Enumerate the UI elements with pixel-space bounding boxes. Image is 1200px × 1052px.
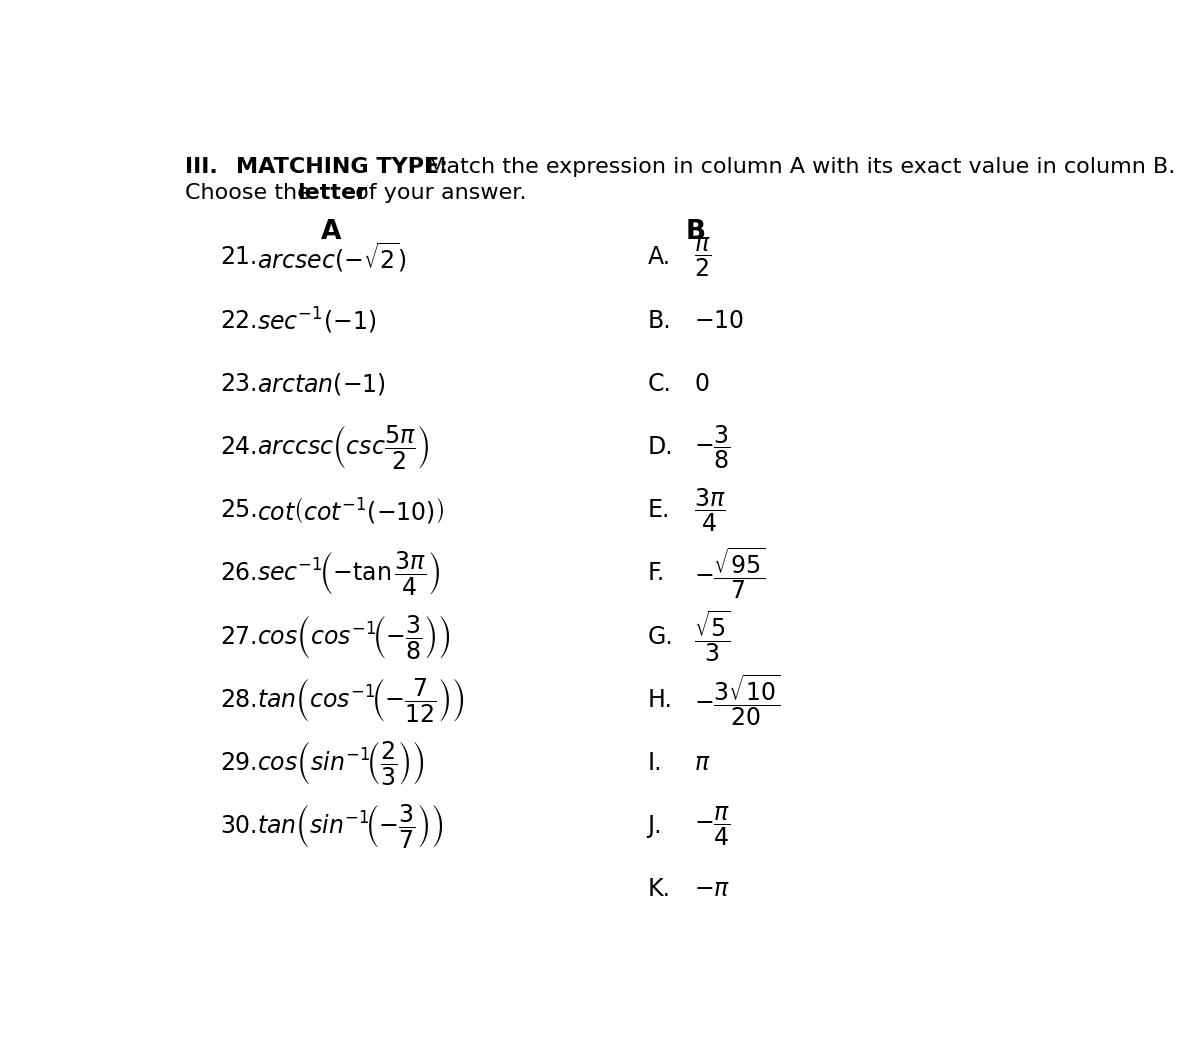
Text: $arctan(-1)$: $arctan(-1)$ <box>257 371 386 397</box>
Text: C.: C. <box>648 371 672 396</box>
Text: $cot\left(cot^{-1}(-10)\right)$: $cot\left(cot^{-1}(-10)\right)$ <box>257 495 444 525</box>
Text: 30.: 30. <box>220 814 257 838</box>
Text: Choose the: Choose the <box>185 183 318 203</box>
Text: F.: F. <box>648 562 665 585</box>
Text: E.: E. <box>648 499 670 522</box>
Text: A: A <box>322 220 342 245</box>
Text: B: B <box>686 220 706 245</box>
Text: $-\dfrac{\sqrt{95}}{7}$: $-\dfrac{\sqrt{95}}{7}$ <box>694 546 766 602</box>
Text: $-\pi$: $-\pi$ <box>694 877 731 902</box>
Text: Match the expression in column A with its exact value in column B.: Match the expression in column A with it… <box>413 157 1176 177</box>
Text: 26.: 26. <box>220 562 257 585</box>
Text: 21.: 21. <box>220 245 257 269</box>
Text: $cos\left(sin^{-1}\!\left(\dfrac{2}{3}\right)\right)$: $cos\left(sin^{-1}\!\left(\dfrac{2}{3}\r… <box>257 739 425 787</box>
Text: $arccsc\left(csc\dfrac{5\pi}{2}\right)$: $arccsc\left(csc\dfrac{5\pi}{2}\right)$ <box>257 423 430 471</box>
Text: $\dfrac{\pi}{2}$: $\dfrac{\pi}{2}$ <box>694 236 712 279</box>
Text: 23.: 23. <box>220 371 257 396</box>
Text: 24.: 24. <box>220 436 257 459</box>
Text: 29.: 29. <box>220 751 257 775</box>
Text: $-\dfrac{3}{8}$: $-\dfrac{3}{8}$ <box>694 423 731 470</box>
Text: D.: D. <box>648 436 673 459</box>
Text: $-\dfrac{3\sqrt{10}}{20}$: $-\dfrac{3\sqrt{10}}{20}$ <box>694 672 780 728</box>
Text: I.: I. <box>648 751 662 775</box>
Text: J.: J. <box>648 814 662 838</box>
Text: III.: III. <box>185 157 234 177</box>
Text: $-10$: $-10$ <box>694 308 744 332</box>
Text: $tan\left(sin^{-1}\!\left(-\dfrac{3}{7}\right)\right)$: $tan\left(sin^{-1}\!\left(-\dfrac{3}{7}\… <box>257 802 444 850</box>
Text: 22.: 22. <box>220 308 257 332</box>
Text: 28.: 28. <box>220 688 257 712</box>
Text: $-\dfrac{\pi}{4}$: $-\dfrac{\pi}{4}$ <box>694 805 731 848</box>
Text: $\dfrac{\sqrt{5}}{3}$: $\dfrac{\sqrt{5}}{3}$ <box>694 609 731 665</box>
Text: MATCHING TYPE:: MATCHING TYPE: <box>235 157 448 177</box>
Text: G.: G. <box>648 625 673 649</box>
Text: 25.: 25. <box>220 499 257 522</box>
Text: $0$: $0$ <box>694 371 709 396</box>
Text: $\dfrac{3\pi}{4}$: $\dfrac{3\pi}{4}$ <box>694 486 726 533</box>
Text: K.: K. <box>648 877 671 902</box>
Text: $cos\left(cos^{-1}\!\left(-\dfrac{3}{8}\right)\right)$: $cos\left(cos^{-1}\!\left(-\dfrac{3}{8}\… <box>257 612 450 661</box>
Text: H.: H. <box>648 688 672 712</box>
Text: A.: A. <box>648 245 671 269</box>
Text: 27.: 27. <box>220 625 257 649</box>
Text: $arcsec(-\sqrt{2})$: $arcsec(-\sqrt{2})$ <box>257 241 407 275</box>
Text: $sec^{-1}(-1)$: $sec^{-1}(-1)$ <box>257 305 376 336</box>
Text: $sec^{-1}\!\left(-\tan\dfrac{3\pi}{4}\right)$: $sec^{-1}\!\left(-\tan\dfrac{3\pi}{4}\ri… <box>257 549 440 598</box>
Text: of your answer.: of your answer. <box>348 183 527 203</box>
Text: B.: B. <box>648 308 671 332</box>
Text: $\pi$: $\pi$ <box>694 751 710 775</box>
Text: letter: letter <box>296 183 367 203</box>
Text: $tan\left(cos^{-1}\!\left(-\dfrac{7}{12}\right)\right)$: $tan\left(cos^{-1}\!\left(-\dfrac{7}{12}… <box>257 675 464 724</box>
